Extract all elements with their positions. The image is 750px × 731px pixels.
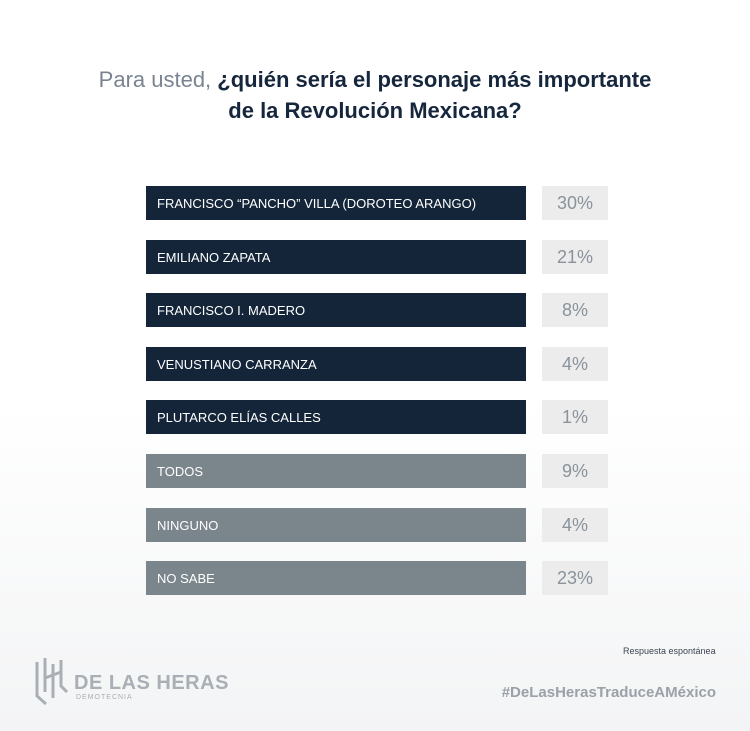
bar: VENUSTIANO CARRANZA xyxy=(146,347,526,381)
brand-subtitle: DEMOTECNIA xyxy=(76,694,133,701)
value-label: 9% xyxy=(542,454,608,488)
brand-name: DE LAS HERAS xyxy=(74,672,229,694)
bar-label: NINGUNO xyxy=(157,517,219,533)
hashtag: #DeLasHerasTraduceAMéxico xyxy=(501,684,716,701)
chart-title: Para usted, ¿quién sería el personaje má… xyxy=(0,64,750,126)
bar: EMILIANO ZAPATA xyxy=(146,240,526,274)
value-label: 23% xyxy=(542,561,608,595)
title-question-2: de la Revolución Mexicana? xyxy=(228,98,522,123)
bar: FRANCISCO “PANCHO” VILLA (DOROTEO ARANGO… xyxy=(146,186,526,220)
brand-logo: DE LAS HERAS DEMOTECNIA xyxy=(34,656,234,710)
value-label: 4% xyxy=(542,347,608,381)
bar-label: VENUSTIANO CARRANZA xyxy=(157,356,317,372)
bar: FRANCISCO I. MADERO xyxy=(146,293,526,327)
logo-mark-icon xyxy=(35,658,69,706)
bar-label: FRANCISCO “PANCHO” VILLA (DOROTEO ARANGO… xyxy=(157,195,477,211)
value-label: 21% xyxy=(542,240,608,274)
bar-label: NO SABE xyxy=(157,570,215,586)
bar: PLUTARCO ELÍAS CALLES xyxy=(146,400,526,434)
value-label: 1% xyxy=(542,400,608,434)
value-label: 8% xyxy=(542,293,608,327)
value-label: 30% xyxy=(542,186,608,220)
bar-label: EMILIANO ZAPATA xyxy=(157,249,271,265)
bar: NINGUNO xyxy=(146,508,526,542)
title-question-1: ¿quién sería el personaje más importante xyxy=(217,67,652,92)
bar: TODOS xyxy=(146,454,526,488)
title-lead: Para usted, xyxy=(98,67,218,92)
bar-label: FRANCISCO I. MADERO xyxy=(157,302,306,318)
title-line-1: Para usted, ¿quién sería el personaje má… xyxy=(0,64,750,95)
bar: NO SABE xyxy=(146,561,526,595)
value-label: 4% xyxy=(542,508,608,542)
bar-label: TODOS xyxy=(157,463,203,479)
footnote: Respuesta espontánea xyxy=(623,646,716,656)
bar-label: PLUTARCO ELÍAS CALLES xyxy=(157,409,321,425)
